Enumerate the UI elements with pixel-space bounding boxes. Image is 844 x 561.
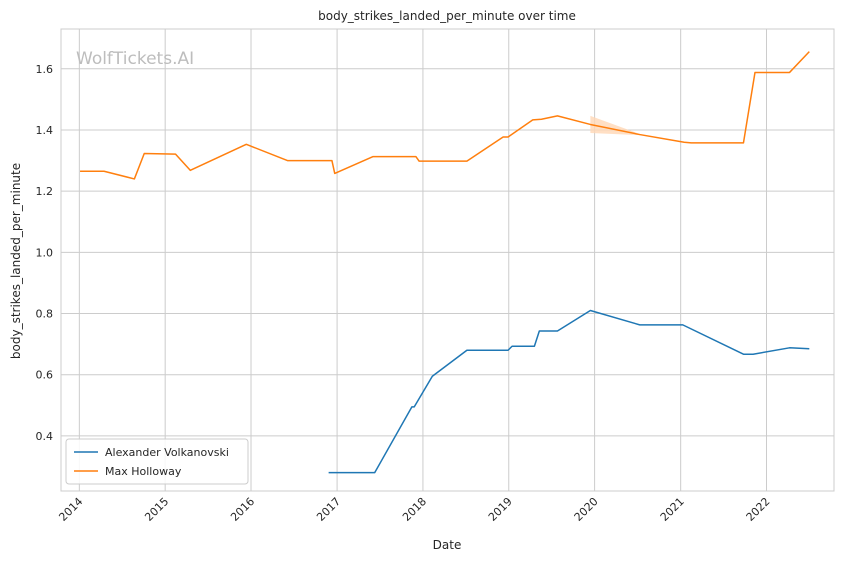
legend-box xyxy=(65,438,249,485)
chart-title: body_strikes_landed_per_minute over time xyxy=(318,9,576,23)
y-tick-label: 1.4 xyxy=(36,124,54,137)
plot-frame xyxy=(60,28,835,492)
y-tick-labels: 0.4 0.6 0.8 1.0 1.2 1.4 1.6 xyxy=(36,63,54,443)
y-tick-label: 0.4 xyxy=(36,430,54,443)
confidence-band-1 xyxy=(590,115,640,136)
series-lines xyxy=(80,51,810,474)
y-gridlines xyxy=(61,68,834,437)
x-gridlines xyxy=(78,29,768,491)
y-axis-label: body_strikes_landed_per_minute xyxy=(9,163,23,359)
y-tick-label: 1.6 xyxy=(36,63,54,76)
plot-area xyxy=(61,29,834,491)
confidence-bands xyxy=(590,115,640,136)
legend: Alexander Volkanovski Max Holloway xyxy=(65,438,249,485)
series-line-0 xyxy=(328,309,810,474)
watermark: WolfTickets.AI xyxy=(76,49,194,69)
y-tick-label: 0.6 xyxy=(36,369,54,382)
legend-label-holloway: Max Holloway xyxy=(105,465,182,478)
y-tick-label: 0.8 xyxy=(36,308,54,321)
y-tick-label: 1.2 xyxy=(36,185,54,198)
y-tick-label: 1.0 xyxy=(36,246,54,259)
series-line-1 xyxy=(80,51,810,180)
x-axis-label: Date xyxy=(433,538,462,552)
legend-label-volkanovski: Alexander Volkanovski xyxy=(105,446,229,459)
